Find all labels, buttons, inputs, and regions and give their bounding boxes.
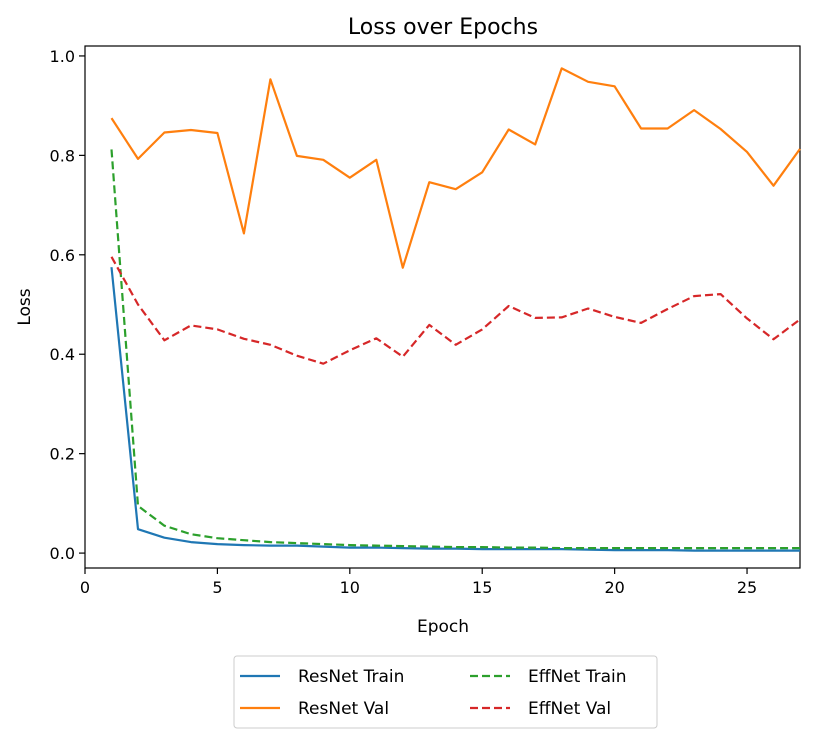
- x-tick-label: 0: [80, 578, 90, 597]
- legend-label: ResNet Train: [298, 667, 404, 687]
- series-lines: [110, 67, 801, 552]
- legend-label: ResNet Val: [298, 699, 389, 719]
- series-line-effnet-train: [110, 149, 800, 550]
- x-tick-label: 15: [472, 578, 492, 597]
- series-line-resnet-train: [110, 267, 800, 552]
- legend-box: [233, 655, 658, 729]
- legend-label: EffNet Train: [528, 667, 627, 687]
- y-tick-label: 0.6: [50, 246, 75, 265]
- x-tick-label: 10: [340, 578, 360, 597]
- y-tick-label: 0.8: [50, 146, 75, 165]
- y-tick-label: 0.4: [50, 345, 75, 364]
- y-axis-label: Loss: [15, 288, 35, 325]
- axis-ticks: 0 5 10 15 20 25 0.0 0.2 0.4 0.6 0.8 1.0: [50, 47, 758, 597]
- legend: ResNet Train ResNet Val EffNet Train EffNet…: [233, 655, 658, 729]
- chart-title: Loss over Epochs: [348, 15, 538, 40]
- x-tick-label: 25: [737, 578, 757, 597]
- series-line-resnet-val: [110, 67, 801, 269]
- x-tick-label: 5: [212, 578, 222, 597]
- y-tick-label: 0.0: [50, 544, 75, 563]
- y-tick-label: 0.2: [50, 445, 75, 464]
- legend-label: EffNet Val: [528, 699, 611, 719]
- y-tick-label: 1.0: [50, 47, 75, 66]
- x-axis-label: Epoch: [417, 617, 469, 637]
- plot-area: [84, 45, 801, 569]
- x-tick-label: 20: [604, 578, 624, 597]
- series-line-effnet-val: [110, 256, 801, 365]
